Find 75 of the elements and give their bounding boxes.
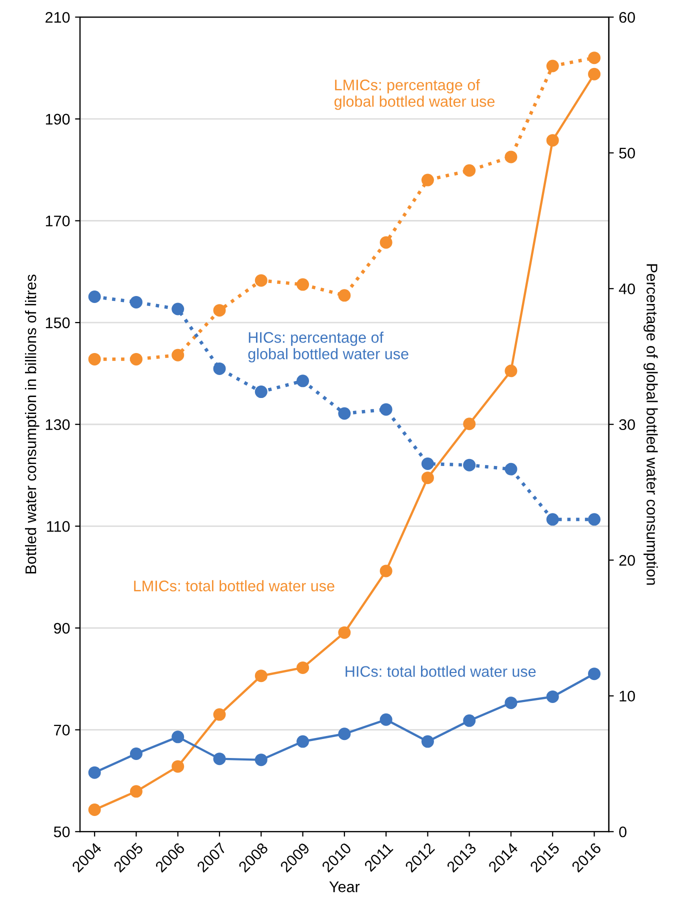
text: LMICs: percentage of global bottled water use <box>334 79 495 110</box>
point <box>296 278 310 291</box>
y2-tick-label: 10 <box>620 690 635 702</box>
point <box>130 785 142 798</box>
text: LMICs: total bottled water use <box>134 580 334 592</box>
point <box>213 708 226 721</box>
point <box>254 670 268 682</box>
y-tick-label: 170 <box>46 216 70 226</box>
y-tick-label: 130 <box>46 419 70 430</box>
series-label: HICs: percentage of global bottled water use <box>248 332 408 362</box>
point <box>380 236 392 249</box>
y2-tick-label: 40 <box>618 283 635 294</box>
point <box>338 626 351 639</box>
point <box>380 403 392 416</box>
point <box>463 418 476 430</box>
y2-tick-label: 0 <box>619 826 626 838</box>
point <box>338 407 351 420</box>
y-tick-label: 190 <box>46 114 70 125</box>
point <box>130 747 142 760</box>
point <box>504 364 518 378</box>
point <box>546 134 559 147</box>
y2-axis-title: Percentage of global bottled water consumption <box>644 264 658 585</box>
point <box>546 690 559 703</box>
point <box>254 274 268 287</box>
point <box>88 766 101 779</box>
y-tick-label: 110 <box>47 521 70 532</box>
point <box>588 52 601 64</box>
point <box>130 352 142 366</box>
point <box>172 730 184 744</box>
y-tick-label: 210 <box>46 12 70 23</box>
y-tick-label: 70 <box>54 724 70 736</box>
point <box>588 668 601 680</box>
point <box>421 457 434 470</box>
y2-tick-label: 30 <box>619 419 635 430</box>
point <box>504 696 518 710</box>
point <box>213 304 226 317</box>
point <box>296 661 310 674</box>
y-tick-label: 50 <box>54 826 70 838</box>
point <box>463 714 476 727</box>
point <box>463 458 476 472</box>
point <box>588 68 601 80</box>
point <box>88 290 101 304</box>
x-axis-title: Year <box>329 882 360 892</box>
y2-tick-label: 60 <box>619 12 635 23</box>
point <box>338 289 351 302</box>
point <box>338 728 351 740</box>
y2-tick-label: 50 <box>619 148 635 159</box>
point <box>254 386 268 398</box>
point <box>421 735 434 748</box>
y-tick-label: 90 <box>54 622 70 634</box>
y-axis-title: Bottled water consumption in billions of litres <box>24 274 40 574</box>
point <box>172 302 184 316</box>
point <box>296 374 310 388</box>
point <box>421 472 434 484</box>
point <box>213 752 226 766</box>
point <box>421 174 434 186</box>
point <box>380 564 392 578</box>
point <box>88 352 101 366</box>
point <box>546 513 559 526</box>
series-label: HICs: total bottled water use <box>346 666 536 677</box>
point <box>130 296 142 308</box>
point <box>504 150 518 164</box>
y2-tick-label: 20 <box>619 554 635 566</box>
point <box>588 513 601 526</box>
point <box>254 754 268 766</box>
point <box>88 803 101 816</box>
point <box>463 164 476 177</box>
point <box>213 362 226 375</box>
point <box>172 348 184 362</box>
point <box>504 462 518 476</box>
point <box>546 60 559 72</box>
point <box>172 760 184 773</box>
y-tick-label: 150 <box>46 317 70 328</box>
point <box>380 713 392 726</box>
point <box>296 735 310 748</box>
